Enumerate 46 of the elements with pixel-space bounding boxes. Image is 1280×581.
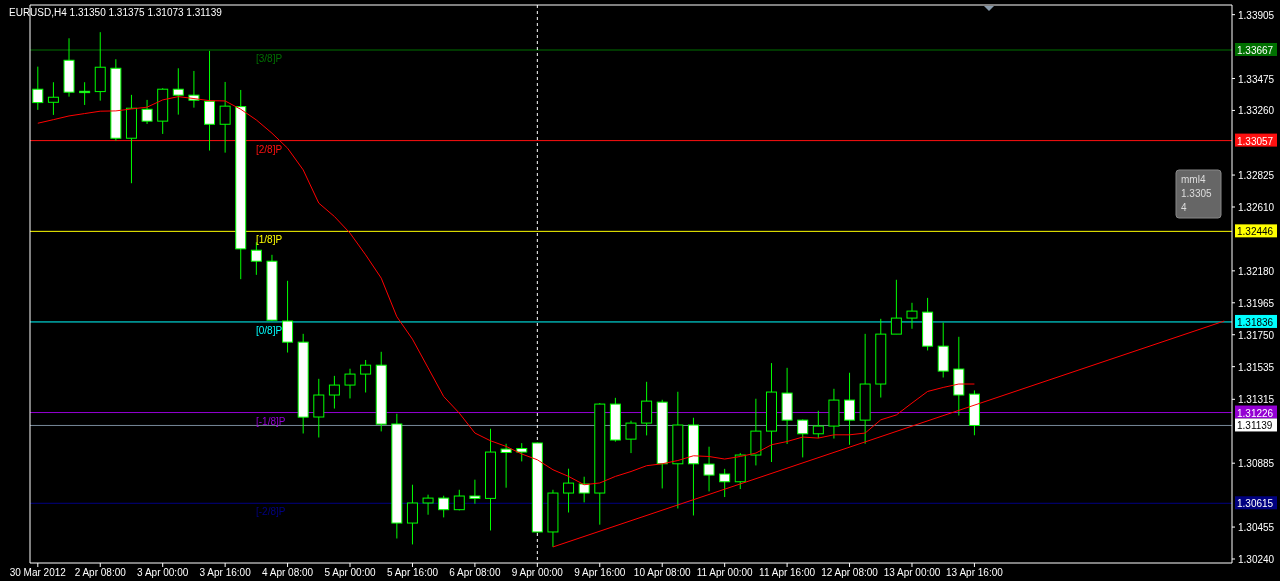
annotation: 4 — [1181, 202, 1187, 213]
y-tick-label: 1.30240 — [1238, 553, 1275, 565]
annotation: 1.33057 — [1237, 135, 1274, 147]
annotation: mml4 — [1181, 174, 1206, 185]
x-tick-label: 12 Apr 08:00 — [821, 567, 879, 578]
annotation: 1.31836 — [1237, 316, 1274, 328]
x-tick-label: 9 Apr 00:00 — [511, 567, 564, 578]
x-tick-label: 4 Apr 08:00 — [261, 567, 314, 578]
annotation: 1.3305 — [1181, 188, 1213, 199]
annotation: 1.30615 — [1237, 498, 1274, 510]
y-tick-label: 1.33905 — [1238, 9, 1275, 21]
y-tick-label: 1.31965 — [1238, 297, 1275, 309]
x-tick-label: 5 Apr 00:00 — [324, 567, 377, 578]
x-tick-label: 2 Apr 08:00 — [74, 567, 127, 578]
annotation: 1.33667 — [1237, 45, 1274, 56]
x-tick-label: 3 Apr 16:00 — [199, 567, 252, 578]
y-tick-label: 1.33475 — [1238, 73, 1275, 85]
x-tick-label: 3 Apr 00:00 — [137, 567, 189, 578]
x-tick-label: 11 Apr 00:00 — [696, 567, 754, 578]
annotation: 1.32446 — [1237, 226, 1274, 238]
ref-line-label: [1/8]P — [256, 234, 283, 246]
x-tick-label: 6 Apr 08:00 — [449, 567, 501, 578]
x-tick-label: 9 Apr 16:00 — [574, 567, 626, 578]
ref-line-label: [0/8]P — [256, 324, 283, 336]
y-tick-label: 1.31750 — [1238, 329, 1275, 341]
ref-line-label: [3/8]P — [256, 53, 283, 64]
ref-line-label: [-1/8]P — [256, 415, 286, 427]
chart-title: EURUSD,H4 1.31350 1.31375 1.31073 1.31139 — [9, 7, 223, 18]
y-tick-label: 1.31535 — [1238, 361, 1275, 373]
y-tick-label: 1.32180 — [1238, 265, 1275, 277]
x-tick-label: 10 Apr 08:00 — [633, 567, 692, 578]
y-tick-label: 1.33260 — [1238, 105, 1275, 117]
ref-line-label: [-2/8]P — [256, 506, 286, 518]
y-tick-label: 1.30885 — [1238, 458, 1275, 470]
annotation: 1.31226 — [1237, 407, 1274, 419]
x-tick-label: 30 Mar 2012 — [9, 567, 67, 578]
x-tick-label: 11 Apr 16:00 — [759, 567, 816, 578]
y-tick-label: 1.32825 — [1238, 170, 1275, 182]
y-tick-label: 1.32610 — [1238, 201, 1275, 213]
x-tick-label: 13 Apr 16:00 — [946, 567, 1004, 578]
x-tick-label: 5 Apr 16:00 — [386, 567, 439, 578]
ref-line-label: [2/8]P — [256, 143, 283, 155]
y-tick-label: 1.31315 — [1238, 394, 1275, 406]
y-tick-label: 1.30455 — [1238, 522, 1275, 534]
x-tick-label: 13 Apr 00:00 — [883, 567, 941, 578]
annotation: 1.31139 — [1237, 420, 1273, 432]
